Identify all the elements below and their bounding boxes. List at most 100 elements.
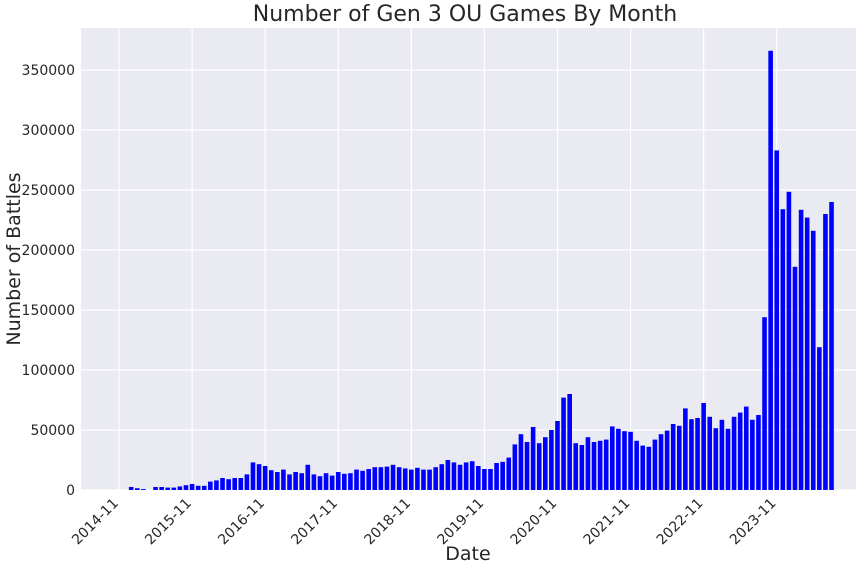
bar bbox=[658, 434, 664, 490]
y-tick-label: 300000 bbox=[22, 123, 75, 139]
bar bbox=[208, 481, 213, 490]
bar bbox=[683, 408, 688, 490]
bar bbox=[402, 468, 408, 490]
bar bbox=[476, 466, 481, 490]
bar bbox=[287, 474, 292, 490]
bar bbox=[829, 202, 834, 490]
bar bbox=[214, 480, 219, 490]
bar bbox=[189, 484, 195, 490]
bar bbox=[609, 426, 615, 490]
bar bbox=[780, 209, 786, 490]
bar bbox=[372, 467, 378, 490]
bar bbox=[774, 150, 780, 490]
bar bbox=[445, 460, 451, 490]
bar bbox=[457, 464, 463, 490]
bar bbox=[141, 489, 146, 490]
bar bbox=[268, 470, 274, 490]
y-axis-label: Number of Battles bbox=[3, 172, 25, 345]
bar bbox=[159, 487, 164, 490]
x-tick-label: 2019-11 bbox=[435, 496, 488, 549]
y-tick-labels: 0 50000 100000 150000 200000 250000 300000 3500… bbox=[22, 63, 75, 499]
bar bbox=[585, 437, 591, 490]
plot-background bbox=[81, 28, 856, 490]
bar bbox=[366, 469, 371, 490]
bar bbox=[226, 479, 231, 490]
bar bbox=[768, 50, 773, 491]
bar bbox=[329, 475, 335, 490]
x-tick-label: 2016-11 bbox=[215, 496, 268, 549]
bar bbox=[622, 431, 627, 490]
bar bbox=[762, 317, 767, 490]
bar bbox=[664, 430, 670, 490]
bar bbox=[810, 230, 816, 491]
bar bbox=[725, 428, 731, 490]
bars bbox=[128, 50, 834, 491]
bar bbox=[555, 421, 560, 490]
bar bbox=[628, 431, 633, 490]
bar bbox=[390, 464, 396, 490]
x-tick-label: 2014-11 bbox=[69, 496, 122, 549]
bar bbox=[378, 467, 384, 490]
bar bbox=[244, 474, 250, 490]
bar bbox=[518, 434, 524, 490]
bar bbox=[731, 416, 737, 490]
bar bbox=[451, 462, 457, 490]
bar bbox=[323, 473, 329, 490]
bar bbox=[756, 415, 761, 490]
bar bbox=[238, 478, 244, 490]
bar bbox=[543, 437, 548, 490]
bar bbox=[823, 214, 828, 490]
bar bbox=[640, 445, 646, 490]
bar bbox=[311, 474, 317, 490]
bar bbox=[506, 457, 512, 490]
bar bbox=[360, 470, 365, 490]
bar bbox=[305, 464, 311, 490]
bar bbox=[293, 472, 298, 490]
y-tick-label: 350000 bbox=[22, 63, 75, 79]
bar bbox=[262, 466, 268, 490]
bar bbox=[737, 412, 743, 490]
bar bbox=[165, 487, 171, 490]
bar bbox=[597, 440, 603, 490]
bar bbox=[634, 440, 639, 490]
bar bbox=[743, 406, 749, 490]
bar bbox=[134, 488, 140, 490]
y-tick-label: 100000 bbox=[22, 363, 75, 379]
bar bbox=[256, 464, 262, 490]
bar bbox=[804, 217, 810, 490]
bar bbox=[719, 419, 725, 490]
bar bbox=[512, 444, 518, 490]
chart-title: Number of Gen 3 OU Games By Month bbox=[253, 2, 678, 27]
bar bbox=[695, 418, 700, 490]
bar bbox=[567, 394, 572, 490]
bar bbox=[396, 467, 402, 490]
bar bbox=[798, 209, 804, 491]
bar bbox=[232, 478, 238, 490]
bar bbox=[342, 473, 347, 490]
x-tick-label: 2015-11 bbox=[142, 496, 195, 549]
bar bbox=[524, 442, 530, 490]
bar bbox=[786, 191, 792, 491]
bar bbox=[652, 439, 658, 490]
bar bbox=[427, 469, 432, 490]
bar bbox=[177, 486, 183, 490]
x-tick-label: 2021-11 bbox=[581, 496, 634, 549]
bar bbox=[281, 469, 286, 490]
bar bbox=[348, 473, 353, 490]
bar bbox=[536, 443, 542, 490]
y-tick-label: 150000 bbox=[22, 303, 75, 319]
bar bbox=[183, 485, 189, 490]
bar bbox=[153, 487, 158, 490]
x-axis-label: Date bbox=[445, 543, 490, 565]
bar bbox=[171, 487, 177, 490]
bar bbox=[421, 469, 426, 490]
bar bbox=[713, 428, 719, 490]
bar bbox=[817, 347, 822, 490]
bar bbox=[792, 266, 798, 490]
bar bbox=[354, 469, 359, 490]
bar bbox=[409, 469, 414, 490]
bar bbox=[439, 464, 445, 490]
bar bbox=[384, 466, 390, 490]
bar bbox=[482, 469, 487, 490]
